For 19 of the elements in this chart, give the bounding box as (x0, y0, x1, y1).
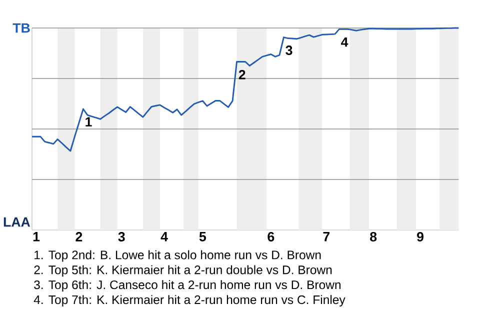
text: 4. Top 7th: K. Kiermaier hit a 2-run home run vs C. Finley (34, 295, 346, 307)
text: 1. Top 2nd: B. Lowe hit a solo home run vs D. Brown (34, 250, 321, 262)
text: LAA (4, 217, 30, 227)
text: TB (12, 23, 30, 33)
x-tick-label: 8 (370, 232, 377, 242)
annotation: 1 (86, 117, 92, 126)
x-tick-label: 3 (118, 232, 125, 242)
text: 3. Top 6th: J. Canseco hit a 2-run home run vs D. Brown (34, 280, 340, 292)
x-tick-label: 1 (33, 232, 40, 242)
x-tick-label: 7 (323, 232, 330, 242)
x-tick-label: 2 (76, 232, 82, 242)
x-tick-label: 5 (199, 232, 206, 242)
annotation: 3 (286, 46, 292, 56)
x-tick-label: 4 (160, 232, 168, 242)
text: 2. Top 5th: K. Kiermaier hit a 2-run double vs D. Brown (34, 265, 332, 277)
annotation: 4 (341, 37, 348, 47)
x-tick-label: 9 (417, 232, 424, 242)
annotation: 2 (238, 70, 246, 80)
x-tick-label: 6 (268, 232, 274, 242)
